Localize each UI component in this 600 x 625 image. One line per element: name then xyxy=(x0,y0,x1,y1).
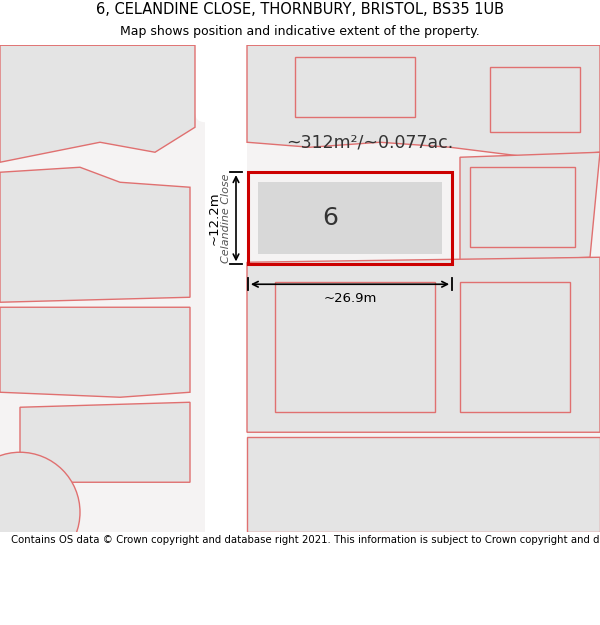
Text: ~26.9m: ~26.9m xyxy=(323,292,377,305)
Text: ~12.2m: ~12.2m xyxy=(208,191,221,245)
Text: Contains OS data © Crown copyright and database right 2021. This information is : Contains OS data © Crown copyright and d… xyxy=(11,535,600,545)
Polygon shape xyxy=(0,45,195,162)
Circle shape xyxy=(0,452,80,572)
Text: ~312m²/~0.077ac.: ~312m²/~0.077ac. xyxy=(286,133,454,151)
Text: 6: 6 xyxy=(322,206,338,230)
Bar xyxy=(275,282,435,412)
Bar xyxy=(258,182,442,254)
FancyBboxPatch shape xyxy=(195,35,257,123)
Bar xyxy=(295,58,415,118)
Text: Celandine Close: Celandine Close xyxy=(221,174,231,263)
Polygon shape xyxy=(247,438,600,532)
Bar xyxy=(205,45,247,532)
Polygon shape xyxy=(20,402,190,482)
Bar xyxy=(470,168,575,248)
Bar xyxy=(490,68,580,132)
Bar xyxy=(248,173,452,264)
Polygon shape xyxy=(0,168,190,302)
Bar xyxy=(460,282,570,412)
Text: Map shows position and indicative extent of the property.: Map shows position and indicative extent… xyxy=(120,25,480,38)
Polygon shape xyxy=(247,45,600,158)
Polygon shape xyxy=(247,258,600,432)
Polygon shape xyxy=(0,308,190,398)
Text: 6, CELANDINE CLOSE, THORNBURY, BRISTOL, BS35 1UB: 6, CELANDINE CLOSE, THORNBURY, BRISTOL, … xyxy=(96,2,504,18)
Polygon shape xyxy=(460,152,600,262)
